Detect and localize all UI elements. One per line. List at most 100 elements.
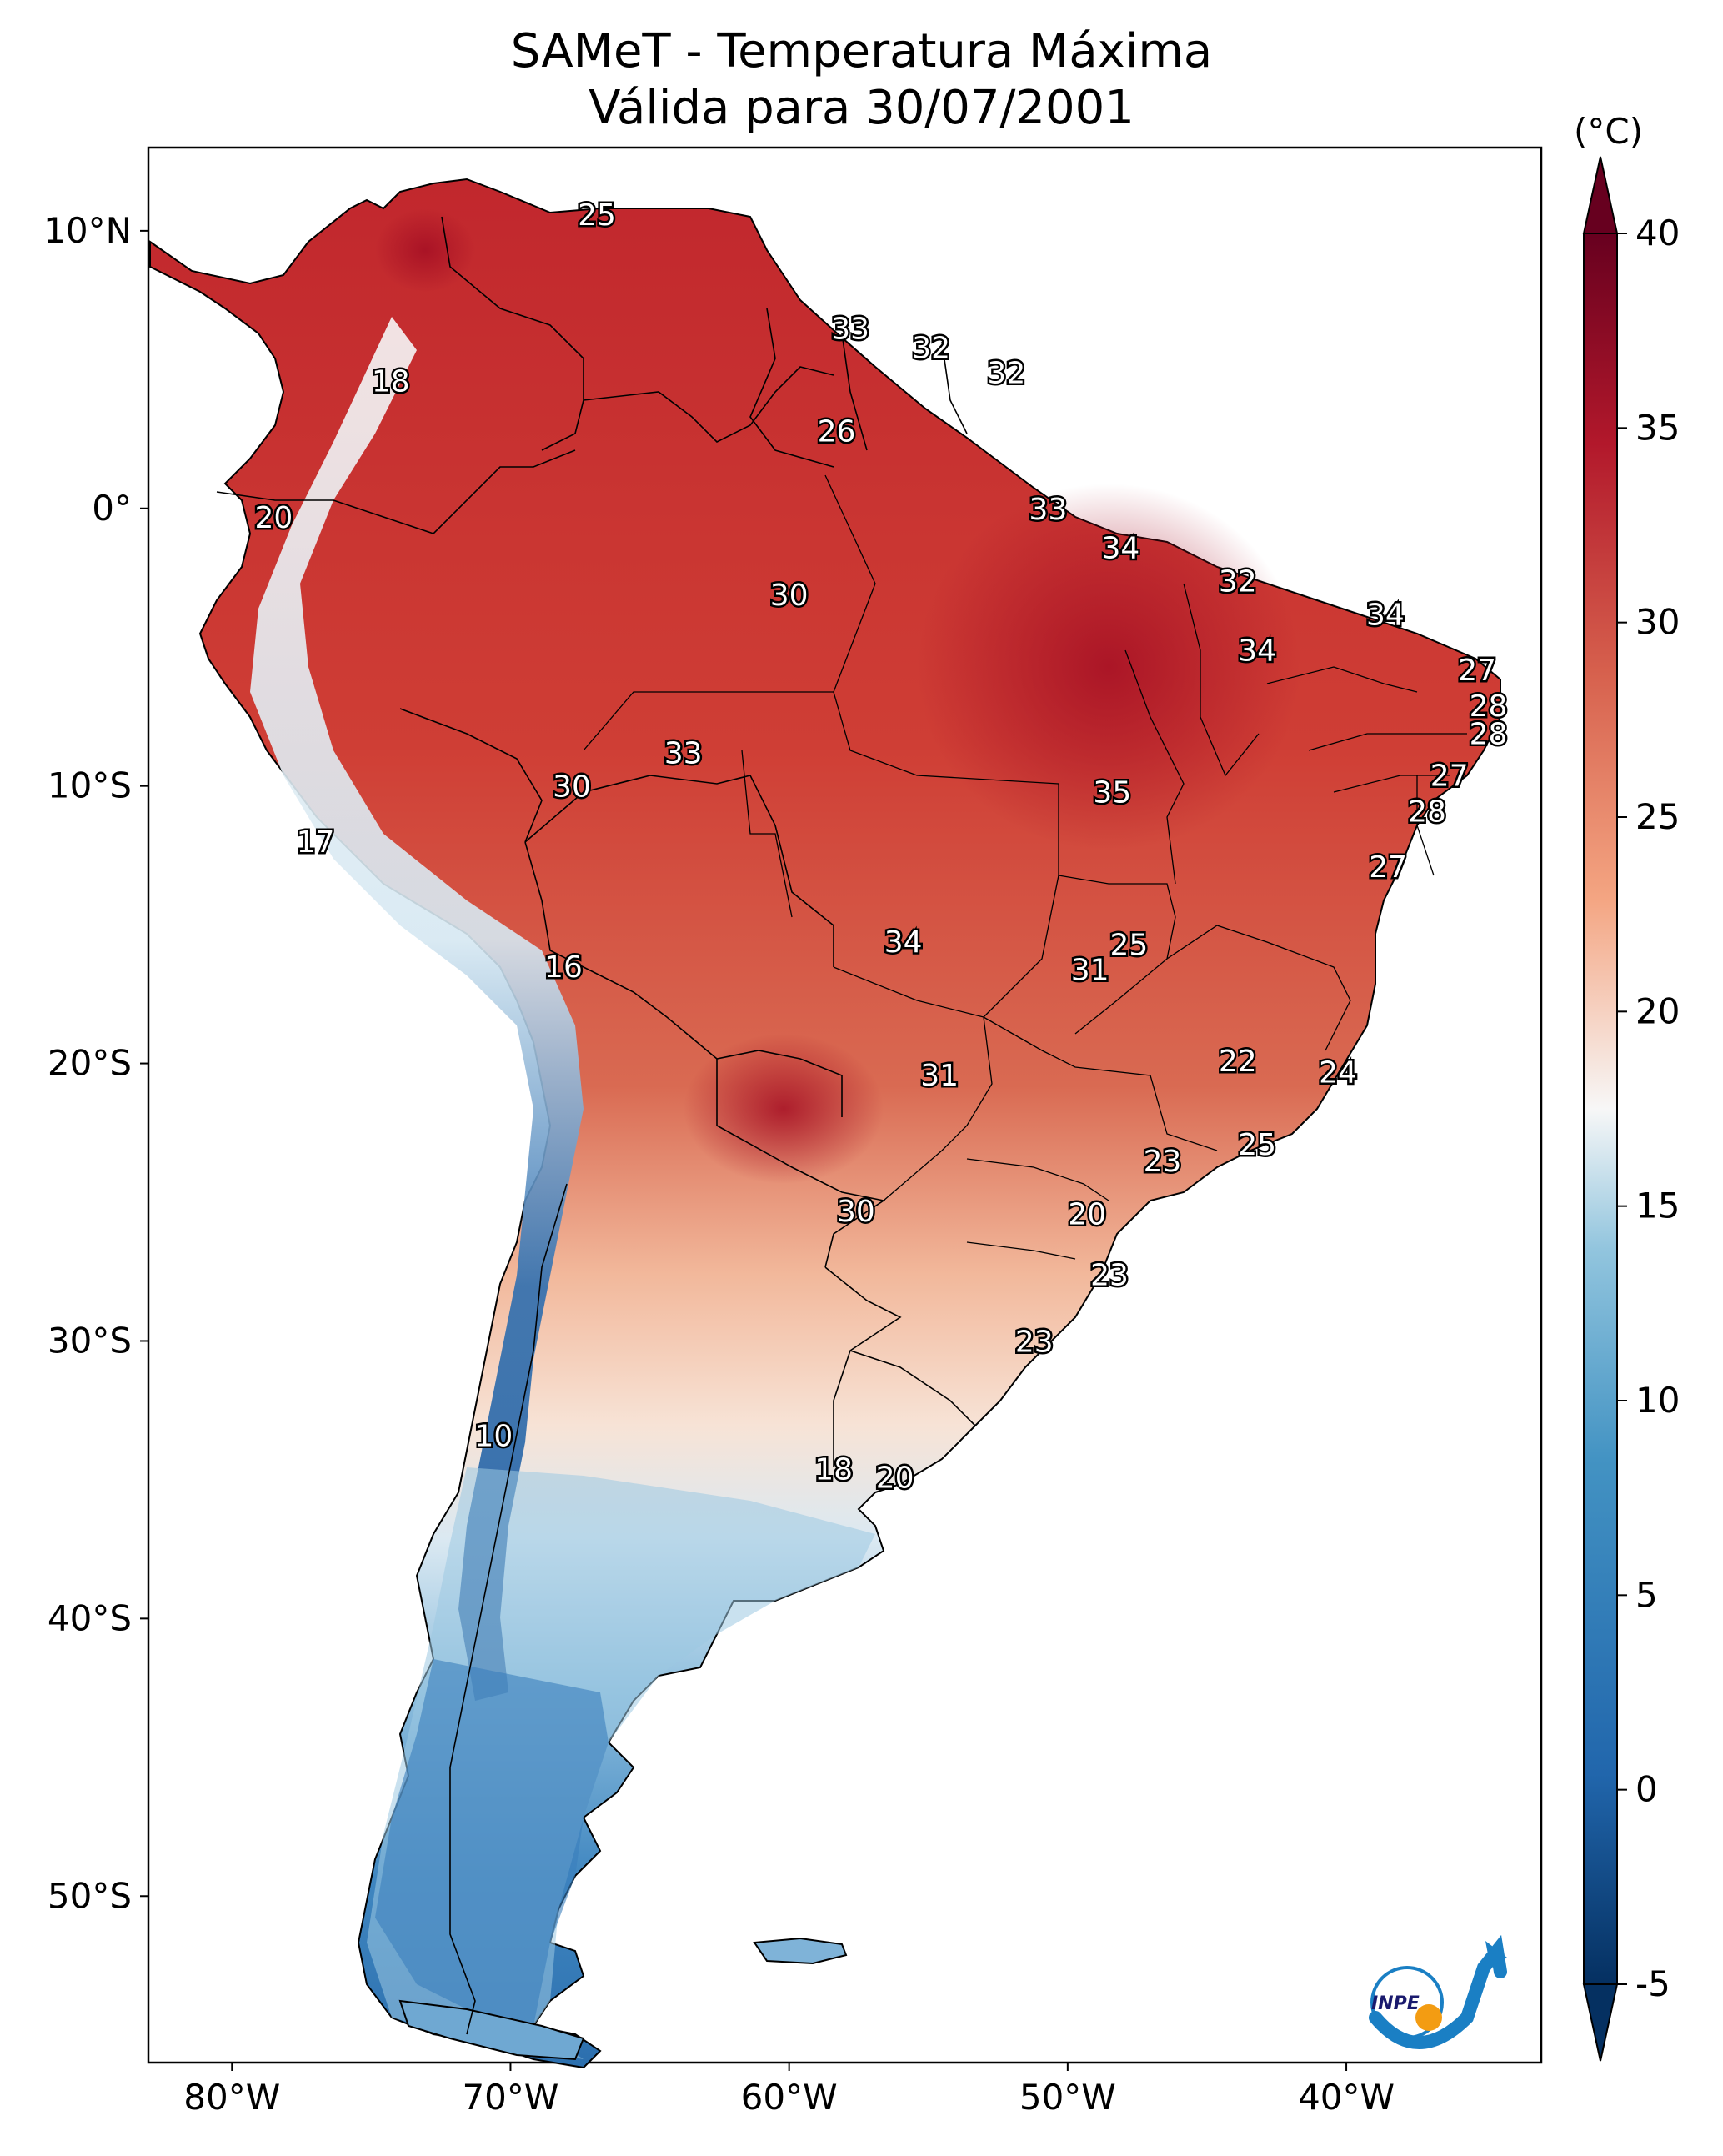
colorbar-tick-label: 0 — [1635, 1769, 1658, 1810]
border-guyana — [749, 308, 834, 468]
colorbar-ticks: 40 35 30 25 20 15 10 5 0 -5 — [1617, 213, 1680, 2004]
temperature-label: 28 — [1470, 717, 1508, 751]
hot-zone-chaco — [684, 1034, 884, 1184]
colorbar-bar — [1583, 233, 1618, 1985]
colorbar-tick-label: 35 — [1635, 407, 1680, 448]
temperature-label: 20 — [1068, 1197, 1106, 1231]
state-border-11 — [966, 1158, 1109, 1201]
border-paraguay — [716, 1059, 886, 1268]
state-border-1 — [824, 474, 1059, 785]
temperature-label: 33 — [664, 737, 703, 771]
colorbar-tick-label: 25 — [1635, 796, 1680, 837]
title-line-1: SAMeT - Temperatura Máxima — [510, 24, 1213, 78]
colorbar-tick-label: 15 — [1635, 1186, 1680, 1226]
andes-cold-band — [250, 317, 584, 1701]
temperature-label: 30 — [770, 579, 809, 613]
border-venezuela-brazil — [583, 366, 834, 443]
colorbar-max-arrow — [1582, 156, 1619, 234]
inpe-logo: INPE — [1369, 1934, 1507, 2049]
country-borders — [216, 216, 976, 2035]
state-border-5 — [1124, 649, 1185, 885]
title-line-2: Válida para 30/07/2001 — [589, 81, 1134, 135]
border-french-guiana — [941, 341, 968, 434]
colorbar-min-arrow — [1582, 1983, 1619, 2062]
temperature-label: 32 — [1219, 564, 1257, 599]
temperature-label: 28 — [1470, 689, 1508, 724]
colorbar: (°C) 40 35 30 25 20 15 10 5 0 -5 — [1574, 111, 1680, 2062]
temperature-label: 18 — [814, 1453, 853, 1487]
state-border-10 — [1166, 925, 1351, 1051]
border-suriname — [841, 333, 868, 451]
temperature-label: 22 — [1219, 1045, 1257, 1079]
state-border-6 — [1183, 583, 1260, 777]
border-colombia-ecuador-peru — [216, 449, 576, 534]
temperature-label: 34 — [1238, 634, 1276, 669]
falkland-islands — [753, 1937, 848, 1965]
logo-dot-icon — [1415, 2004, 1442, 2031]
lon-tick-label: 60°W — [741, 2077, 838, 2118]
border-bolivia-paraguay-argentina — [583, 966, 843, 1117]
temperature-label: 23 — [1015, 1325, 1054, 1359]
temperature-label: 25 — [578, 198, 616, 233]
temperature-label: 35 — [1093, 775, 1131, 810]
lon-tick-label: 50°W — [1019, 2077, 1116, 2118]
border-brazil-bolivia — [524, 775, 834, 967]
border-brazil-peru — [399, 708, 543, 843]
state-border-14 — [1308, 733, 1467, 751]
temperature-label: 25 — [1109, 928, 1148, 962]
state-border-12 — [966, 1241, 1076, 1260]
lat-tick-label: 30°S — [48, 1320, 132, 1361]
state-border-15 — [1333, 775, 1450, 793]
temperature-label: 20 — [254, 501, 293, 535]
temperature-label: 32 — [987, 357, 1025, 391]
map-title: SAMeT - Temperatura Máxima Válida para 3… — [0, 23, 1723, 137]
state-border-13 — [1266, 666, 1418, 693]
temperature-label: 27 — [1369, 850, 1407, 885]
temperature-label: 30 — [837, 1195, 875, 1229]
temperature-label: 17 — [297, 825, 335, 860]
colorbar-tick-label: 5 — [1635, 1574, 1658, 1615]
temperature-label: 28 — [1408, 795, 1446, 830]
latitude-axis: 10°N 0° 10°S 20°S 30°S 40°S 50°S — [43, 210, 148, 1916]
lat-tick-label: 10°N — [43, 210, 132, 251]
state-borders — [583, 474, 1467, 1260]
temperature-label: 33 — [831, 312, 869, 346]
border-bolivia-peru-chile — [524, 841, 584, 968]
lon-tick-label: 40°W — [1298, 2077, 1395, 2118]
temperature-label: 31 — [920, 1059, 959, 1093]
temperature-label: 18 — [372, 365, 410, 399]
colorbar-unit: (°C) — [1574, 111, 1643, 152]
state-border-4 — [983, 784, 1059, 1018]
hot-zone-north — [917, 484, 1300, 850]
logo-text: INPE — [1371, 1993, 1420, 2014]
lat-tick-label: 0° — [92, 488, 132, 529]
temperature-label: 34 — [884, 925, 923, 960]
patagonia-cold — [375, 1659, 609, 2026]
border-brazil-argentina — [824, 1266, 902, 1467]
temperature-label: 23 — [1144, 1145, 1182, 1179]
lat-tick-label: 10°S — [48, 765, 132, 806]
temperature-label: 32 — [912, 332, 950, 366]
logo-arrowhead-icon — [1485, 1941, 1507, 1968]
temperature-label: 33 — [1029, 493, 1068, 527]
lon-tick-label: 70°W — [462, 2077, 558, 2118]
temperature-label: 10 — [475, 1420, 513, 1454]
temperature-label: 27 — [1430, 759, 1469, 793]
state-border-16 — [1416, 775, 1435, 876]
south-america-land — [149, 178, 1501, 2069]
colorbar-tick-label: 10 — [1635, 1380, 1680, 1421]
border-colombia-venezuela — [441, 216, 584, 451]
temperature-label: 20 — [876, 1462, 914, 1496]
border-uruguay — [849, 1350, 976, 1426]
colorbar-tick-label: -5 — [1635, 1963, 1670, 2004]
lat-tick-label: 50°S — [48, 1875, 132, 1916]
lon-tick-label: 80°W — [183, 2077, 280, 2118]
longitude-axis: 80°W 70°W 60°W 50°W 40°W — [183, 2063, 1395, 2118]
temperature-label: 34 — [1366, 598, 1405, 632]
colorbar-tick-label: 20 — [1635, 990, 1680, 1031]
temperature-label: 16 — [544, 950, 583, 985]
temperature-label: 31 — [1071, 953, 1109, 987]
temperature-label: 26 — [818, 415, 856, 449]
